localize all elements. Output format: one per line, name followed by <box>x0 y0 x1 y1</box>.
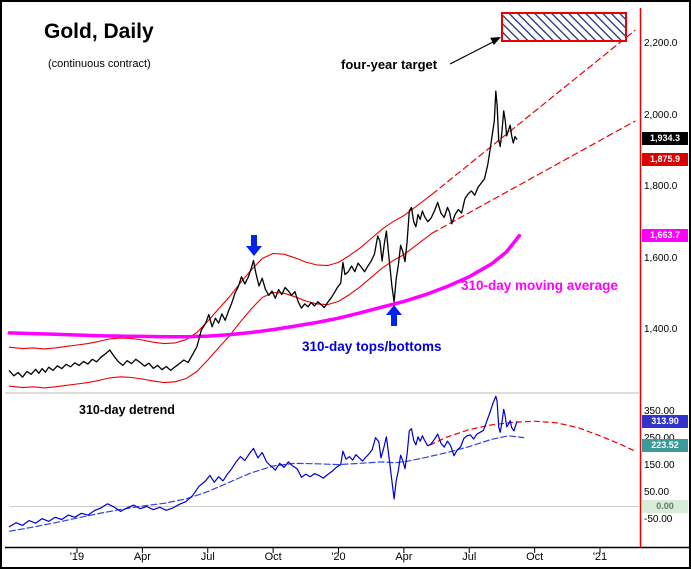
target-pointer-arrowhead <box>490 37 501 45</box>
x-axis-label: '19 <box>69 551 85 563</box>
x-axis-label: '21 <box>592 551 608 563</box>
series-gold-price <box>8 90 518 378</box>
x-axis-label: Oct <box>526 551 544 563</box>
up-arrow-head <box>386 305 402 315</box>
tops-bottoms-label: 310-day tops/bottoms <box>302 339 442 354</box>
x-axis-label: '20 <box>331 551 346 563</box>
x-axis-label: Apr <box>133 551 151 563</box>
series-detrend <box>8 395 518 528</box>
target-pointer-line <box>449 41 494 65</box>
series-detrend-smooth <box>8 435 525 532</box>
x-axis-label: Apr <box>395 551 413 563</box>
detrend-axis-label: 250.00 <box>644 433 689 445</box>
price-axis-label: 1,600.0 <box>644 252 678 264</box>
series-detrend-projection <box>429 420 636 452</box>
price-axis-label: 2,000.0 <box>644 109 678 121</box>
chart-title: Gold, Daily <box>44 20 154 43</box>
up-arrow-icon <box>386 305 402 326</box>
price-axis-label: 1,800.0 <box>644 181 678 192</box>
series-lower-envelope <box>8 232 433 389</box>
detrend-axis-label: 50.00 <box>644 487 670 498</box>
series-moving-average-310 <box>7 233 522 339</box>
price-value-badge: 1,875.9 <box>642 152 688 166</box>
detrend-value-badge: 313.90 <box>642 414 688 428</box>
price-axis-label: 1,400.0 <box>644 324 678 335</box>
detrend-pane-label: 310-day detrend <box>79 403 175 417</box>
series-upper-envelope <box>8 193 433 350</box>
chart-subtitle: (continuous contract) <box>48 58 151 70</box>
price-axis-label: 2,200.0 <box>644 38 678 49</box>
detrend-axis-label: 150.00 <box>644 460 675 471</box>
four-year-target-box <box>501 12 627 42</box>
x-axis-label: Oct <box>264 551 282 563</box>
down-arrow-icon <box>246 235 262 256</box>
detrend-value-badge: 223.52 <box>642 439 688 453</box>
four-year-target-label: four-year target <box>341 57 438 72</box>
down-arrow-stem <box>251 235 257 246</box>
detrend-axis-label: 350.00 <box>644 406 675 417</box>
down-arrow-head <box>246 246 262 256</box>
up-arrow-stem <box>391 315 397 326</box>
price-value-badge: 1,934.3 <box>642 131 688 145</box>
moving-average-label: 310-day moving average <box>461 278 618 293</box>
x-axis-label: Jul <box>462 551 477 563</box>
detrend-value-badge: 0.00 <box>642 499 688 513</box>
detrend-axis-label: -50.00 <box>644 514 673 525</box>
price-value-badge: 1,663.7 <box>642 228 688 242</box>
series-lower-projection <box>431 120 636 234</box>
series-upper-projection <box>431 29 636 195</box>
x-axis-label: Jul <box>200 551 215 563</box>
